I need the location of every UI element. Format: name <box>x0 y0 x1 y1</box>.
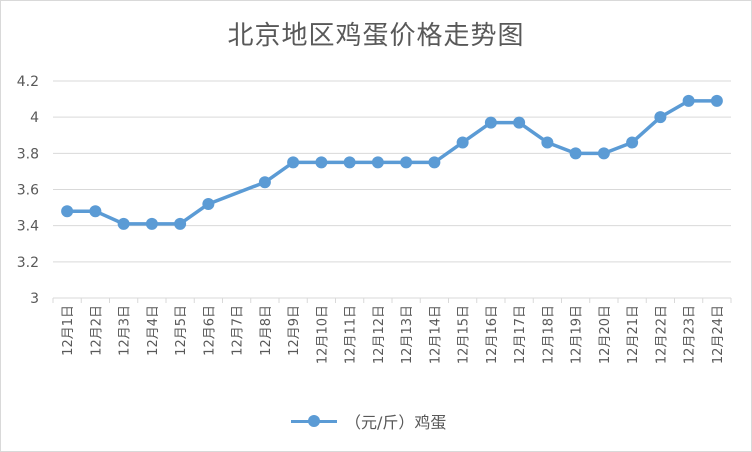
data-point <box>626 136 639 149</box>
x-tick-label: 12月9日 <box>287 305 302 356</box>
data-point <box>484 116 497 129</box>
data-point <box>710 94 723 107</box>
x-tick-label: 12月5日 <box>174 305 189 356</box>
x-axis <box>52 297 732 303</box>
data-point <box>400 156 413 169</box>
data-point <box>541 136 554 149</box>
y-axis-ticks: 3 3.2 3.4 3.6 3.8 4 4.2 <box>17 74 39 307</box>
y-tick-label: 3.6 <box>17 183 39 199</box>
y-tick-label: 3.8 <box>17 146 39 162</box>
data-point <box>287 156 300 169</box>
x-tick-label: 12月12日 <box>372 305 387 364</box>
y-tick-label: 3 <box>30 291 39 307</box>
series-line <box>67 99 717 226</box>
data-point <box>513 116 526 129</box>
gridlines <box>53 80 731 299</box>
legend-label: （元/斤）鸡蛋 <box>345 413 447 432</box>
x-tick-label: 12月18日 <box>541 305 556 364</box>
data-point <box>682 94 695 107</box>
x-axis-ticks: 12月1日 12月2日 12月3日 12月4日 12月5日 12月6日 12月7日 12月8日… <box>61 305 726 364</box>
x-tick-label: 12月21日 <box>626 305 641 364</box>
x-tick-label: 12月13日 <box>400 305 415 364</box>
x-tick-label: 12月7日 <box>231 305 246 356</box>
y-tick-label: 3.4 <box>17 219 39 235</box>
data-point <box>343 156 356 169</box>
x-tick-label: 12月14日 <box>428 305 443 364</box>
legend: （元/斤）鸡蛋 <box>291 409 446 433</box>
data-point <box>89 205 102 218</box>
x-tick-label: 12月2日 <box>89 305 104 356</box>
x-tick-label: 12月15日 <box>457 305 472 364</box>
data-point <box>456 136 469 149</box>
x-tick-label: 12月23日 <box>683 305 698 364</box>
data-point <box>117 217 130 230</box>
x-tick-label: 12月17日 <box>513 305 528 364</box>
data-point <box>315 156 328 169</box>
data-point <box>371 156 384 169</box>
x-tick-label: 12月6日 <box>202 305 217 356</box>
legend-swatch <box>291 409 337 433</box>
data-point <box>61 205 74 218</box>
x-tick-label: 12月22日 <box>654 305 669 364</box>
x-tick-label: 12月10日 <box>315 305 330 364</box>
chart-title: 北京地区鸡蛋价格走势图 <box>227 21 525 51</box>
data-point <box>202 197 215 210</box>
data-point <box>569 147 582 160</box>
y-tick-label: 3.2 <box>17 255 39 271</box>
x-tick-label: 12月4日 <box>146 305 161 356</box>
x-tick-label: 12月24日 <box>711 305 726 364</box>
y-tick-label: 4 <box>30 110 39 126</box>
data-point <box>174 217 187 230</box>
x-tick-label: 12月16日 <box>485 305 500 364</box>
x-tick-label: 12月11日 <box>344 305 359 364</box>
x-tick-label: 12月20日 <box>598 305 613 364</box>
data-point <box>145 217 158 230</box>
data-point <box>258 176 271 189</box>
series-eggs <box>61 94 723 230</box>
x-tick-label: 12月1日 <box>61 305 76 356</box>
x-tick-label: 12月8日 <box>259 305 274 356</box>
y-tick-label: 4.2 <box>17 74 39 90</box>
data-point <box>597 147 610 160</box>
x-tick-label: 12月3日 <box>118 305 133 356</box>
x-tick-label: 12月19日 <box>570 305 585 364</box>
data-point <box>654 111 667 124</box>
data-point <box>428 156 441 169</box>
